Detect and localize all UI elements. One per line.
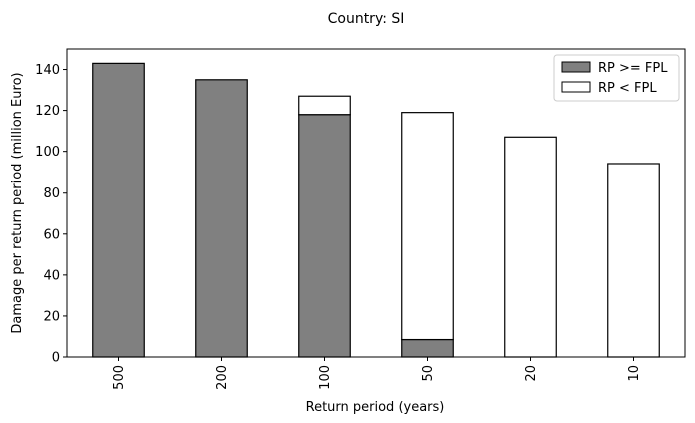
y-tick-label: 40 <box>43 268 60 283</box>
x-tick-label: 50 <box>421 365 436 382</box>
y-tick-label: 60 <box>43 227 60 242</box>
bar-rp-lt-fpl-50 <box>401 112 454 341</box>
y-axis-label: Damage per return period (million Euro) <box>10 72 25 333</box>
x-tick-label: 500 <box>112 365 127 390</box>
chart-title: Country: SI <box>328 11 405 27</box>
bar-rp-ge-fpl-500 <box>92 62 145 358</box>
y-tick-label: 20 <box>43 309 60 324</box>
bar-rp-lt-fpl-100 <box>298 95 351 116</box>
y-tick-label: 140 <box>35 63 60 78</box>
legend-label: RP >= FPL <box>598 61 668 76</box>
y-tick-label: 80 <box>43 186 60 201</box>
x-tick-label: 10 <box>627 365 642 382</box>
legend-label: RP < FPL <box>598 81 657 96</box>
y-tick-label: 100 <box>35 145 60 160</box>
bar-rp-ge-fpl-200 <box>195 79 248 358</box>
bar-rp-ge-fpl-50 <box>401 338 454 358</box>
plot-area: 0 20 40 60 80 100 120 140 500 200 100 50 20 10 <box>35 48 686 390</box>
y-tick-label: 120 <box>35 104 60 119</box>
y-tick-label: 0 <box>52 351 60 366</box>
x-tick-label: 100 <box>318 365 333 390</box>
x-tick-label: 200 <box>215 365 230 390</box>
legend-swatch-rp-ge-fpl <box>561 61 591 73</box>
legend-swatch-rp-lt-fpl <box>561 81 591 93</box>
bar-rp-ge-fpl-100 <box>298 114 351 358</box>
plot-frame <box>66 48 686 358</box>
bar-rp-lt-fpl-10 <box>607 163 660 358</box>
bar-rp-lt-fpl-20 <box>504 136 557 358</box>
x-axis-label: Return period (years) <box>306 400 445 415</box>
legend: RP >= FPL RP < FPL <box>553 54 680 102</box>
x-tick-label: 20 <box>524 365 539 382</box>
